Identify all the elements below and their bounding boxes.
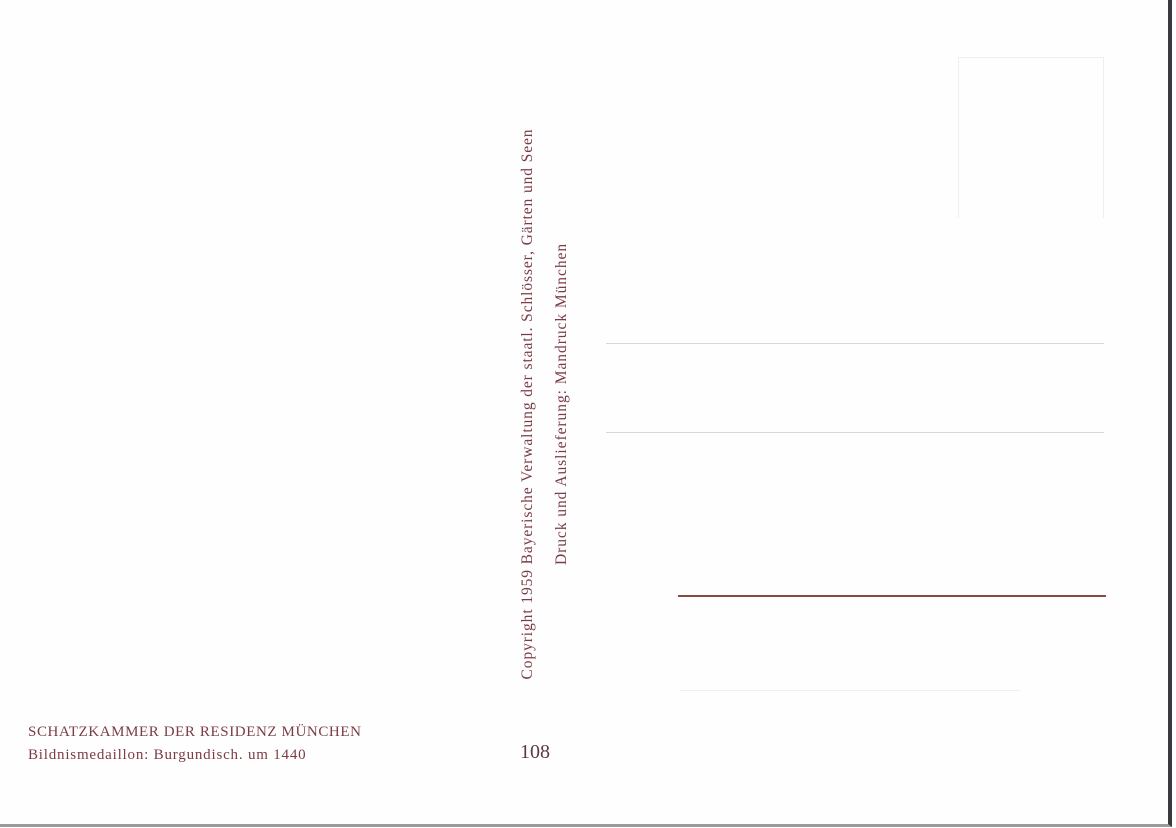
card-number: 108 [520,741,550,763]
stamp-box [958,57,1104,218]
address-line-1 [606,343,1104,344]
caption-title: SCHATZKAMMER DER RESIDENZ MÜNCHEN [28,724,362,740]
address-line-4 [680,690,1020,691]
address-line-3 [678,595,1106,597]
caption-subtitle: Bildnismedaillon: Burgundisch. um 1440 [28,747,307,763]
address-line-2 [606,432,1104,433]
printer-text: Druck und Auslieferung: Mandruck München [553,242,570,566]
copyright-text: Copyright 1959 Bayerische Verwaltung der… [519,128,536,680]
